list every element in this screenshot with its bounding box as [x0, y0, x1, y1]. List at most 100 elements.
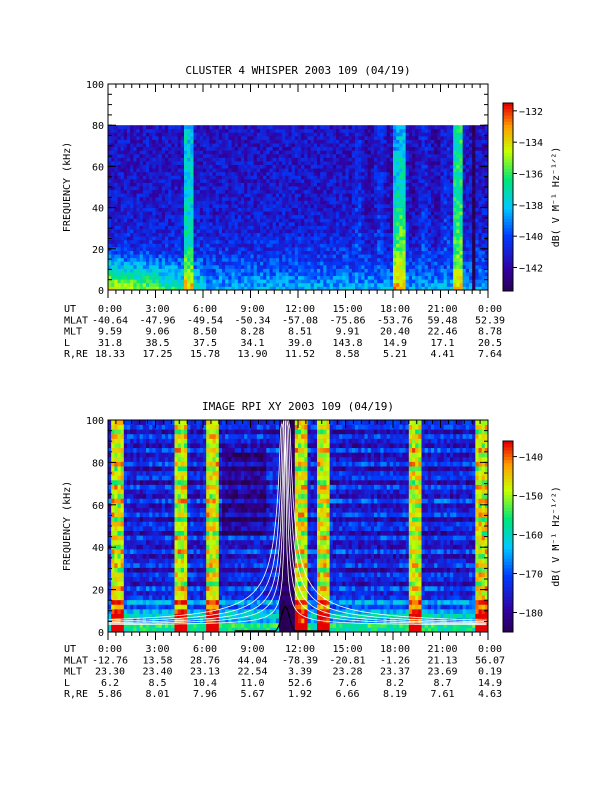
ephemeris-value: 8.78: [478, 327, 502, 338]
ephemeris-value: 14.9: [383, 338, 407, 349]
colorbar-tick-label: −140: [519, 453, 543, 464]
ephemeris-value: 8.50: [193, 327, 217, 338]
ephemeris-value: 17.25: [142, 349, 172, 360]
ephemeris-value: 23.30: [95, 667, 125, 678]
ephemeris-value: 8.01: [145, 689, 169, 700]
ephemeris-value: 8.51: [288, 327, 312, 338]
colorbar-tick-label: −132: [519, 107, 543, 118]
ephemeris-value: -78.39: [282, 655, 318, 666]
ephemeris-value: 9.06: [145, 327, 169, 338]
ephemeris-value: -40.64: [92, 315, 128, 326]
colorbar-tick-label: −134: [519, 138, 543, 149]
y-tick-label: 80: [92, 121, 104, 132]
ephemeris-value: -49.54: [187, 315, 223, 326]
colorbar-tick-label: −140: [519, 232, 543, 243]
colorbar-tick-label: −180: [519, 609, 543, 620]
ephemeris-value: 0:00: [478, 304, 502, 315]
ephemeris-value: 38.5: [145, 338, 169, 349]
ephemeris-value: 34.1: [240, 338, 264, 349]
colorbar: −132 −134 −136 −138 −140 −142 dB( V M⁻¹ Hz⁻¹ᐟ²…: [502, 102, 562, 292]
ephemeris-value: 23.40: [142, 667, 172, 678]
ephemeris-value: 5.21: [383, 349, 407, 360]
ephemeris-table: UT 0:00 3:00 6:00 9:00 12:00 15:00 18:00 21:00 0:…: [64, 644, 505, 700]
ephemeris-value: 23.13: [190, 667, 220, 678]
spectrogram: [108, 420, 489, 633]
ephemeris-row-label: L: [64, 678, 70, 689]
ephemeris-value: 0:00: [98, 304, 122, 315]
ephemeris-value: 23.37: [380, 667, 410, 678]
ephemeris-value: 0.19: [478, 667, 502, 678]
ephemeris-value: 37.5: [193, 338, 217, 349]
ephemeris-value: 39.0: [288, 338, 312, 349]
ephemeris-value: 9:00: [240, 644, 264, 655]
colorbar-label: dB( V M⁻¹ Hz⁻¹ᐟ²): [551, 147, 562, 248]
ephemeris-value: 1.92: [288, 689, 312, 700]
ephemeris-value: 23.69: [427, 667, 457, 678]
ephemeris-row-label: R,RE: [64, 349, 88, 360]
ephemeris-row-label: MLAT: [64, 655, 88, 666]
y-tick-label: 60: [92, 501, 104, 512]
ephemeris-value: 0:00: [478, 644, 502, 655]
ephemeris-value: 10.4: [193, 678, 217, 689]
ephemeris-value: 13.90: [237, 349, 267, 360]
y-tick-label: 40: [92, 204, 104, 215]
ephemeris-value: 17.1: [430, 338, 454, 349]
ephemeris-value: -20.81: [329, 655, 365, 666]
ephemeris-value: 15:00: [332, 304, 362, 315]
ephemeris-value: 8.28: [240, 327, 264, 338]
ephemeris-value: 6:00: [193, 304, 217, 315]
ephemeris-value: 28.76: [190, 655, 220, 666]
ephemeris-value: 23.28: [332, 667, 362, 678]
ephemeris-value: 11.52: [285, 349, 315, 360]
ephemeris-value: 3.39: [288, 667, 312, 678]
overlay-curves: [108, 419, 487, 632]
ephemeris-value: 14.9: [478, 678, 502, 689]
colorbar-tick-label: −160: [519, 531, 543, 542]
colorbar-tick-label: −142: [519, 264, 543, 275]
ephemeris-value: 4.63: [478, 689, 502, 700]
ephemeris-row-label: MLAT: [64, 315, 88, 326]
ephemeris-row-label: UT: [64, 644, 76, 655]
ephemeris-value: 20.5: [478, 338, 502, 349]
ephemeris-value: 15.78: [190, 349, 220, 360]
colorbar-tick-label: −138: [519, 201, 543, 212]
ephemeris-value: 18:00: [380, 644, 410, 655]
ephemeris-value: 56.07: [475, 655, 505, 666]
ephemeris-value: 5.67: [240, 689, 264, 700]
ephemeris-value: 8.5: [148, 678, 166, 689]
ephemeris-value: 22.46: [427, 327, 457, 338]
y-tick-label: 100: [86, 416, 104, 427]
ephemeris-row-label: UT: [64, 304, 76, 315]
y-tick-label: 20: [92, 586, 104, 597]
colorbar: −140 −150 −160 −170 −180 dB( V M⁻¹ Hz⁻¹ᐟ²): [502, 440, 562, 633]
ephemeris-value: 12:00: [285, 644, 315, 655]
ephemeris-value: 12:00: [285, 304, 315, 315]
ephemeris-value: -12.76: [92, 655, 128, 666]
y-tick-label: 80: [92, 458, 104, 469]
ephemeris-value: 31.8: [98, 338, 122, 349]
ephemeris-row-label: L: [64, 338, 70, 349]
ephemeris-value: 9:00: [240, 304, 264, 315]
chart-title: IMAGE RPI XY 2003 109 (04/19): [202, 400, 394, 413]
ephemeris-value: 7.64: [478, 349, 502, 360]
y-tick-label: 20: [92, 245, 104, 256]
ephemeris-value: 18.33: [95, 349, 125, 360]
ephemeris-value: 21:00: [427, 644, 457, 655]
ephemeris-value: -50.34: [234, 315, 270, 326]
ephemeris-value: 6.66: [335, 689, 359, 700]
ephemeris-value: 15:00: [332, 644, 362, 655]
ephemeris-value: 44.04: [237, 655, 267, 666]
y-tick-label: 0: [98, 286, 104, 297]
ephemeris-value: 6:00: [193, 644, 217, 655]
ephemeris-value: -1.26: [380, 655, 410, 666]
ephemeris-value: 52.6: [288, 678, 312, 689]
ephemeris-value: 9.91: [335, 327, 359, 338]
colorbar-tick-label: −150: [519, 492, 543, 503]
ephemeris-value: 52.39: [475, 315, 505, 326]
y-tick-label: 60: [92, 162, 104, 173]
ephemeris-value: 22.54: [237, 667, 267, 678]
ephemeris-value: -53.76: [377, 315, 413, 326]
ephemeris-value: 8.7: [433, 678, 451, 689]
